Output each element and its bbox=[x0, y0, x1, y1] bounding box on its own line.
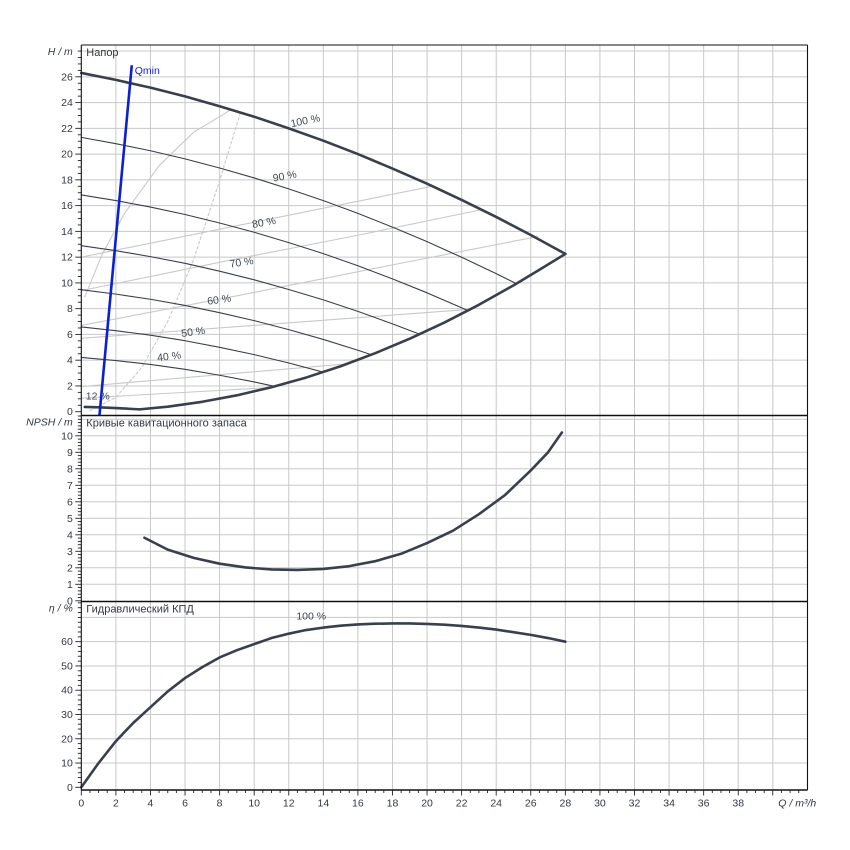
curve-label: 70 % bbox=[229, 255, 255, 271]
x-axis: 0 2 4 6 8 10 12 14 16 18 20 22 24 26 28 30 32 34 36 38 Q / m… bbox=[78, 790, 816, 810]
qmin-label: Qmin bbox=[135, 65, 160, 77]
x-tick-label: 32 bbox=[629, 798, 641, 810]
efficiency-tick-label: 60 bbox=[61, 636, 73, 648]
npsh-tick-label: 4 bbox=[67, 529, 73, 541]
x-tick-label: 6 bbox=[182, 798, 188, 810]
head-tick-label: 26 bbox=[61, 71, 73, 83]
head-tick-label: 16 bbox=[61, 200, 73, 212]
curve-12 bbox=[83, 405, 141, 411]
iso-efficiency-line-3 bbox=[80, 208, 483, 292]
curve-80 bbox=[80, 194, 470, 312]
npsh-tick-label: 5 bbox=[67, 513, 73, 525]
head-tick-label: 12 bbox=[61, 252, 73, 264]
x-tick-label: 20 bbox=[421, 798, 433, 810]
iso-efficiency-line-2 bbox=[80, 185, 433, 258]
efficiency-panel: 100 % 0 10 20 30 40 50 60 Гидравлический КПД η / … bbox=[49, 602, 808, 794]
iso-efficiency-line-1 bbox=[84, 109, 231, 298]
curve-label: 50 % bbox=[181, 325, 206, 340]
head-tick-label: 6 bbox=[67, 329, 73, 341]
iso-efficiency-line-5 bbox=[80, 308, 471, 339]
x-tick-label: 12 bbox=[283, 798, 295, 810]
iso-efficiency-line-7 bbox=[80, 387, 271, 399]
x-tick-label: 28 bbox=[560, 798, 572, 810]
curve-label: 60 % bbox=[206, 293, 231, 308]
x-tick-label: 16 bbox=[352, 798, 364, 810]
npsh-title: Кривые кавитационного запаса bbox=[86, 418, 247, 430]
head-tick-label: 10 bbox=[61, 277, 73, 289]
npsh-tick-label: 2 bbox=[67, 562, 73, 574]
head-tick-label: 4 bbox=[67, 355, 73, 367]
iso-efficiency-line-4 bbox=[80, 235, 539, 326]
curve-label: 100 % bbox=[296, 611, 326, 623]
iso-efficiency-line-0 bbox=[89, 112, 241, 412]
npsh-panel: 0 1 2 3 4 5 6 7 8 9 10 Кривые кавитационного запаса… bbox=[26, 415, 808, 607]
npsh-tick-label: 10 bbox=[61, 430, 73, 442]
x-tick-label: 30 bbox=[594, 798, 606, 810]
head-tick-label: 0 bbox=[67, 406, 73, 418]
x-tick-label: 22 bbox=[456, 798, 468, 810]
curve-100 bbox=[80, 71, 567, 256]
x-tick-label: 8 bbox=[217, 798, 223, 810]
npsh-tick-label: 7 bbox=[67, 480, 73, 492]
x-tick-label: 36 bbox=[698, 798, 710, 810]
x-tick-label: 14 bbox=[317, 798, 329, 810]
curve-70 bbox=[80, 245, 421, 335]
head-tick-label: 20 bbox=[61, 149, 73, 161]
efficiency-title: Гидравлический КПД bbox=[86, 604, 194, 616]
head-tick-label: 22 bbox=[61, 123, 73, 135]
curve-40 bbox=[80, 356, 276, 388]
head-tick-label: 8 bbox=[67, 303, 73, 315]
npsh-tick-label: 9 bbox=[67, 447, 73, 459]
curve-label: 80 % bbox=[251, 215, 277, 231]
head-axis-label: H / m bbox=[48, 46, 73, 58]
efficiency-curve bbox=[80, 622, 567, 789]
npsh-curve bbox=[143, 431, 564, 572]
x-tick-label: 10 bbox=[248, 798, 260, 810]
curve-label: 90 % bbox=[272, 169, 298, 185]
curve-label: 40 % bbox=[156, 349, 181, 364]
curve-90 bbox=[80, 136, 518, 285]
x-tick-label: 38 bbox=[732, 798, 744, 810]
head-tick-label: 14 bbox=[61, 226, 73, 238]
npsh-tick-label: 6 bbox=[67, 496, 73, 508]
npsh-axis-label: NPSH / m bbox=[26, 417, 73, 429]
efficiency-axis-label: η / % bbox=[49, 603, 73, 615]
head-tick-label: 24 bbox=[61, 97, 73, 109]
efficiency-tick-label: 10 bbox=[61, 758, 73, 770]
x-tick-label: 18 bbox=[387, 798, 399, 810]
npsh-tick-label: 1 bbox=[67, 579, 73, 591]
head-title: Напор bbox=[86, 47, 118, 59]
npsh-tick-label: 8 bbox=[67, 463, 73, 475]
efficiency-tick-label: 50 bbox=[61, 660, 73, 672]
npsh-tick-label: 3 bbox=[67, 546, 73, 558]
head-tick-label: 2 bbox=[67, 380, 73, 392]
efficiency-tick-label: 30 bbox=[61, 709, 73, 721]
curve-min-envelope bbox=[138, 252, 567, 411]
qmin-line bbox=[98, 65, 134, 416]
head-tick-label: 18 bbox=[61, 174, 73, 186]
x-tick-label: 26 bbox=[525, 798, 537, 810]
curve-label: 12 % bbox=[86, 391, 110, 403]
x-tick-label: 0 bbox=[78, 798, 84, 810]
efficiency-tick-label: 0 bbox=[67, 782, 73, 794]
x-tick-label: 2 bbox=[113, 798, 119, 810]
curve-60 bbox=[80, 289, 373, 356]
flow-axis-label: Q / m³/h bbox=[778, 798, 816, 810]
curve-50 bbox=[80, 326, 324, 373]
x-tick-label: 4 bbox=[148, 798, 154, 810]
efficiency-tick-label: 40 bbox=[61, 685, 73, 697]
efficiency-tick-label: 20 bbox=[61, 733, 73, 745]
x-tick-label: 34 bbox=[663, 798, 675, 810]
npsh-tick-label: 0 bbox=[67, 595, 73, 607]
x-tick-label: 24 bbox=[490, 798, 502, 810]
